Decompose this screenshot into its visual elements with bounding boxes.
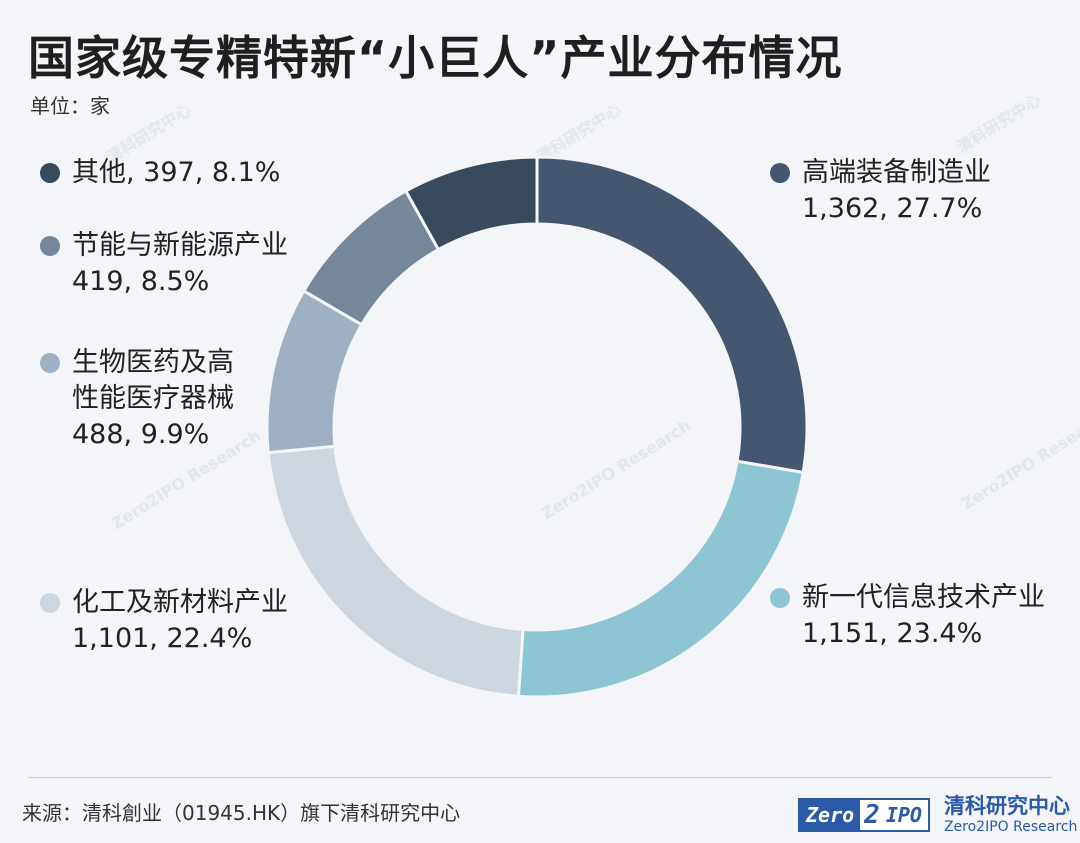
legend-swatch [770,588,790,608]
legend-label: 化工及新材料产业 [72,587,288,618]
legend-value: 1,362, 27.7% [802,193,983,224]
legend-value: 1,101, 22.4% [72,623,253,654]
legend-item: 新一代信息技术产业 1,151, 23.4% [770,580,1045,652]
legend-label: 其他, 397, 8.1% [72,157,281,188]
legend-label: 高端装备制造业 [802,157,991,188]
legend-swatch [40,353,60,373]
legend-item: 其他, 397, 8.1% [40,155,280,191]
legend-item: 节能与新能源产业 419, 8.5% [40,228,288,300]
legend-swatch [40,163,60,183]
page-title: 国家级专精特新“小巨人”产业分布情况 [28,31,843,85]
logo-mark: Zero 2 IPO [798,798,930,832]
legend-label: 节能与新能源产业 [72,230,288,261]
footer-divider [28,777,1052,778]
legend-value: 1,151, 23.4% [802,618,983,649]
legend-value: 419, 8.5% [72,266,210,297]
logo-name-en: Zero2IPO Research [943,819,1078,835]
legend-swatch [40,236,60,256]
logo-mark-part: Zero [800,800,861,830]
logo-text: 清科研究中心 Zero2IPO Research [944,794,1077,836]
logo-mark-part: 2 [864,800,880,830]
donut-slice-2 [266,444,525,698]
unit-label: 单位：家 [30,94,110,118]
source-note: 来源：清科創业（01945.HK）旗下清科研究中心 [22,801,461,825]
donut-slice-1 [516,459,805,699]
donut-slice-5 [403,155,539,252]
logo-name-cn: 清科研究中心 [943,794,1070,818]
legend-label: 生物医药及高 性能医疗器械 [72,347,234,414]
zero2ipo-logo: Zero 2 IPO 清科研究中心 Zero2IPO Research [798,794,1077,836]
legend-item: 生物医药及高 性能医疗器械 488, 9.9% [40,345,234,453]
logo-mark-part: IPO [885,803,922,827]
legend-swatch [40,593,60,613]
legend-label: 新一代信息技术产业 [802,582,1045,613]
donut-slice-0 [535,155,809,475]
legend-swatch [770,163,790,183]
legend-item: 高端装备制造业 1,362, 27.7% [770,155,991,227]
legend-value: 488, 9.9% [72,419,210,450]
legend-item: 化工及新材料产业 1,101, 22.4% [40,585,288,657]
